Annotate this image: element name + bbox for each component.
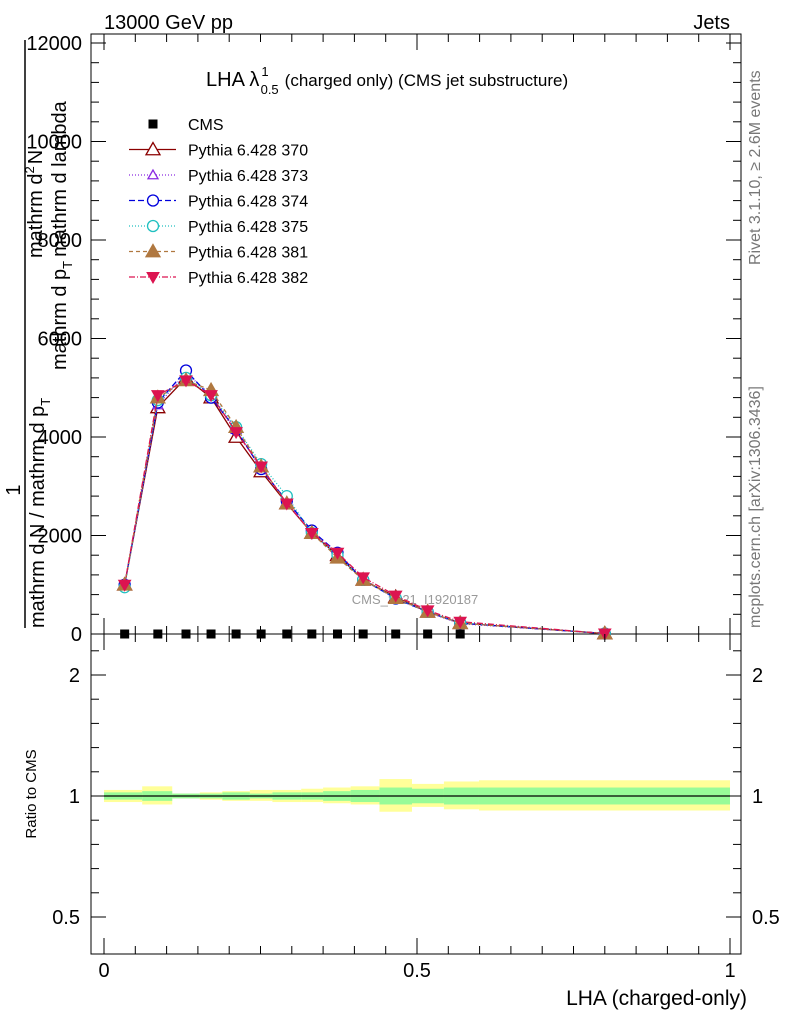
ratio-y-tick-label-right: 2 [752,665,763,687]
legend-marker [146,219,160,233]
data-point-pythia-6-428-382 [453,616,468,629]
data-point-pythia-6-428-382 [388,590,403,603]
ratio-y-tick-label: 2 [69,665,80,687]
legend-entry-pythia-6-428-381: Pythia 6.428 381 [129,243,308,262]
data-point-cms [307,629,317,639]
chart-title: LHA λ 1 0.5 (charged only) (CMS jet substru… [206,64,568,97]
analysis-watermark: CMS_2021_I1920187 [352,592,479,607]
data-point-cms [282,629,292,639]
rivet-label: Rivet 3.1.10, ≥ 2.6M events [747,70,764,265]
svg-text:1: 1 [3,484,25,495]
data-point-pythia-6-428-382 [330,547,345,560]
legend-entry-pythia-6-428-374: Pythia 6.428 374 [129,194,308,211]
data-point-cms [423,629,433,639]
data-point-pythia-6-428-382 [150,390,165,403]
legend: CMS Pythia 6.428 370 Pythia 6.428 373 Pythi… [129,117,308,287]
main-ylabel-c: mathrm d2N [22,150,47,258]
ratio-plot: 0.5 0.5 1 1 2 2 0 0.5 1 [52,634,780,982]
main-y-tick-label: 6000 [38,329,83,351]
ratio-y-tick-label: 1 [69,786,80,808]
ratio-y-tick-label-right: 1 [752,786,763,808]
data-point-cms [153,629,163,639]
main-ylabel-b: mathrm d N / mathrm d pT [27,398,53,628]
legend-label: Pythia 6.428 373 [188,168,308,185]
x-axis-label: LHA (charged-only) [566,987,747,1010]
x-tick-label: 0.5 [403,960,431,982]
legend-marker [146,272,160,285]
data-point-pythia-6-428-382 [279,498,294,511]
legend-marker [146,194,160,207]
legend-label: Pythia 6.428 370 [188,143,308,160]
legend-entry-pythia-6-428-373: Pythia 6.428 373 [129,168,308,185]
main-y-tick-label: 10000 [26,132,82,154]
legend-entry-pythia-6-428-375: Pythia 6.428 375 [129,219,308,236]
main-plot: 0 2000 4000 6000 8000 10000 12000 [26,33,741,646]
legend-marker [144,243,162,258]
ratio-y-tick-label: 0.5 [52,907,80,929]
data-point-pythia-6-428-382 [229,427,243,440]
header-jets: Jets [693,12,730,34]
data-point-cms [332,629,342,639]
data-point-cms [391,629,401,639]
data-point-cms [231,629,241,639]
series-6 [117,375,612,641]
legend-marker [146,168,160,180]
legend-marker [144,141,162,156]
ratio-y-tick-label-right: 0.5 [752,907,780,929]
legend-label: Pythia 6.428 382 [188,270,308,287]
data-point-pythia-6-428-382 [304,528,319,541]
legend-entry-cms: CMS [148,117,224,134]
ratio-plot-frame [90,633,742,955]
data-point-cms [358,629,368,639]
main-y-tick-label: 2000 [38,526,83,548]
header-energy: 13000 GeV pp [104,12,233,34]
x-tick-label: 0 [98,960,109,982]
main-y-tick-label: 4000 [38,427,83,449]
data-point-pythia-6-428-382 [204,390,218,403]
main-ylabel-d: mathrm d pTmathrm d lambda [49,100,75,370]
x-tick-label: 1 [724,960,735,982]
data-point-pythia-6-428-382 [179,375,193,388]
legend-entry-pythia-6-428-370: Pythia 6.428 370 [129,141,308,160]
legend-marker [148,119,158,129]
data-point-pythia-6-428-382 [254,461,268,474]
data-point-cms [120,629,130,639]
legend-label: Pythia 6.428 374 [188,194,308,211]
data-point-cms [206,629,216,639]
main-y-axis-label: 1 mathrm d N / mathrm d pT mathrm d2N ma… [3,40,75,628]
main-y-tick-label: 0 [71,624,82,646]
data-point-cms [256,629,266,639]
legend-label: Pythia 6.428 375 [188,219,308,236]
data-point-pythia-6-428-382 [117,579,132,592]
mcplots-label: mcplots.cern.ch [arXiv:1306.3436] [747,386,764,628]
legend-label: Pythia 6.428 381 [188,245,308,262]
ratio-y-axis-label: Ratio to CMS [23,749,40,838]
data-point-cms [455,629,465,639]
legend-entry-pythia-6-428-382: Pythia 6.428 382 [129,270,308,287]
main-y-tick-label: 12000 [26,33,82,55]
legend-label: CMS [188,117,224,134]
data-point-pythia-6-428-382 [420,605,435,618]
data-point-cms [181,629,191,639]
main-y-tick-label: 8000 [38,230,83,252]
data-point-pythia-6-428-382 [356,572,371,585]
